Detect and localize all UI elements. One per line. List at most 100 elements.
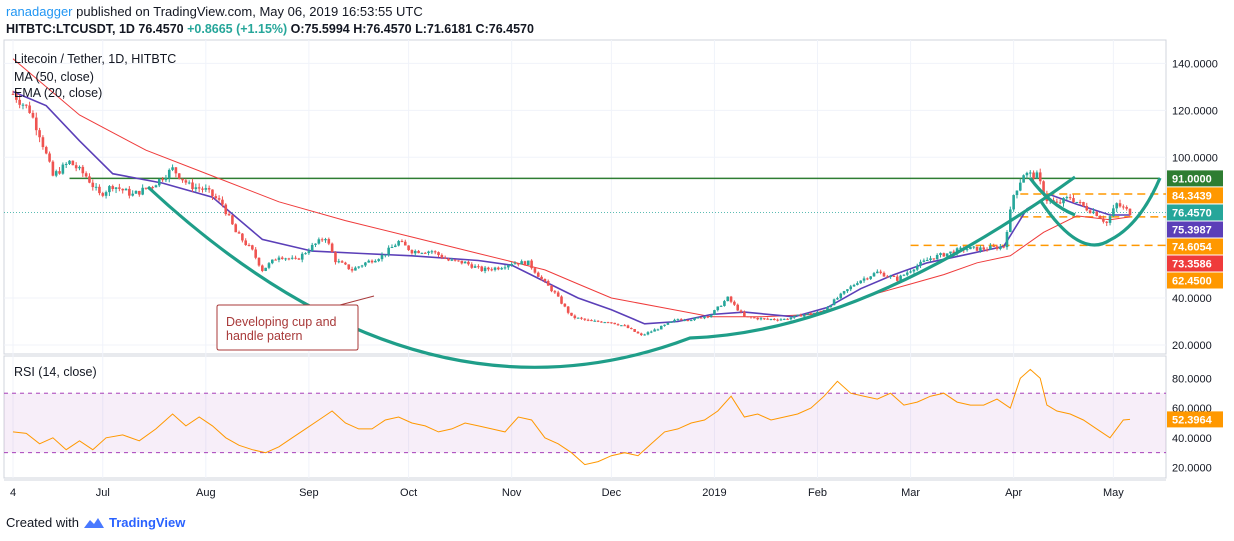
candle-body (71, 160, 75, 166)
candle-body (583, 318, 587, 320)
candle-body (540, 276, 543, 280)
candle-body (380, 254, 384, 260)
candle-body (503, 267, 507, 269)
candle-body (477, 266, 480, 268)
candle-body (789, 317, 793, 320)
candle-body (28, 105, 31, 113)
candle-body (104, 192, 108, 196)
candle-body (636, 331, 640, 334)
candle-body (653, 329, 656, 332)
candle-body (826, 307, 829, 311)
candle-body (630, 328, 633, 330)
candle-body (523, 261, 527, 266)
candle-body (570, 312, 573, 316)
candle-body (84, 173, 88, 177)
candle-body (131, 193, 134, 196)
candle-body (932, 258, 936, 260)
candle-body (899, 275, 902, 281)
candle-body (959, 247, 962, 249)
candle-body (666, 322, 670, 325)
candle-body (177, 173, 181, 179)
candle-body (390, 247, 394, 249)
candle-body (1068, 197, 1072, 199)
candle-body (696, 317, 700, 319)
candle-body (197, 187, 201, 189)
candle-body (151, 187, 154, 189)
candle-body (876, 271, 879, 274)
candle-body (646, 332, 650, 335)
candle-body (507, 265, 510, 268)
candle-body (836, 298, 839, 300)
candle-body (979, 247, 982, 251)
candle-body (433, 251, 437, 253)
candle-body (264, 267, 267, 271)
candle-body (201, 188, 204, 190)
x-tick-label: 2019 (702, 487, 726, 499)
created-with-text: Created with (6, 515, 79, 530)
candle-body (919, 261, 922, 266)
candle-body (254, 249, 257, 258)
candle-body (839, 293, 843, 299)
rsi-pane (3, 355, 1167, 479)
candle-body (1032, 172, 1035, 179)
candle-body (879, 271, 882, 273)
candle-body (437, 252, 440, 256)
candle-body (397, 241, 400, 246)
candle-body (297, 258, 301, 260)
candle-body (929, 258, 932, 260)
candle-body (460, 260, 464, 264)
candle-body (467, 261, 470, 265)
candle-body (403, 241, 407, 246)
candle-body (640, 333, 643, 336)
candle-body (1058, 202, 1062, 204)
candle-body (915, 265, 919, 270)
candle-body (856, 283, 859, 285)
rsi-tick-label: 40.0000 (1172, 433, 1212, 445)
candle-body (134, 190, 138, 194)
candle-body (992, 245, 995, 247)
candle-body (320, 239, 324, 241)
y-tick-label: 120.0000 (1172, 105, 1218, 117)
price-label-bg (1167, 255, 1223, 272)
candle-body (812, 313, 816, 315)
candle-body (473, 266, 477, 268)
candle-body (157, 179, 161, 186)
candle-body (616, 324, 620, 326)
candle-body (1018, 182, 1022, 191)
candle-body (902, 274, 906, 276)
candle-body (816, 311, 819, 314)
candle-body (493, 267, 497, 270)
candle-body (44, 147, 48, 154)
candle-body (703, 316, 706, 319)
candle-body (334, 252, 337, 263)
candle-body (892, 275, 896, 277)
candle-body (237, 232, 241, 234)
candle-body (450, 259, 454, 261)
author-name[interactable]: ranadagger (6, 4, 73, 19)
candle-body (400, 241, 404, 243)
candle-body (713, 310, 716, 315)
candle-body (354, 267, 357, 271)
candle-body (420, 252, 424, 254)
candle-body (520, 261, 523, 265)
chart-title: Litecoin / Tether, 1D, HITBTC (14, 52, 176, 66)
x-tick-label: Oct (400, 487, 417, 499)
candle-body (942, 253, 946, 257)
candle-body (374, 260, 377, 263)
candle-body (759, 318, 763, 320)
candle-body (280, 257, 284, 259)
price-label-bg (1167, 170, 1223, 187)
candle-body (842, 291, 846, 294)
candle-body (377, 259, 380, 261)
candle-body (88, 176, 91, 183)
rsi-title: RSI (14, close) (14, 365, 97, 379)
tradingview-brand[interactable]: TradingView (108, 515, 186, 530)
candle-body (719, 305, 723, 307)
candle-body (277, 257, 281, 260)
candle-body (679, 319, 683, 321)
candle-body (866, 278, 869, 280)
candle-body (58, 171, 61, 174)
candle-body (766, 318, 769, 320)
candle-body (782, 318, 786, 320)
